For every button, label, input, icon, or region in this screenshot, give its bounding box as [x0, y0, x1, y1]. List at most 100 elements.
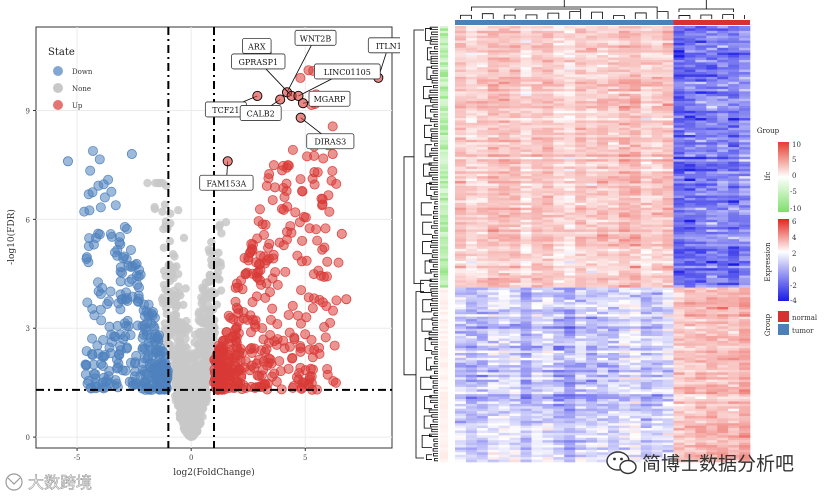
heatmap-cell	[487, 67, 500, 70]
heatmap-cell	[640, 33, 652, 36]
heatmap-cell	[509, 188, 521, 192]
heatmap-cell	[455, 91, 467, 95]
lfc-strip-cell	[440, 93, 448, 97]
heatmap-cell	[651, 30, 663, 34]
heatmap-cell	[586, 222, 598, 225]
lfc-strip-cell	[440, 411, 448, 414]
heatmap-cell	[717, 55, 729, 58]
heatmap-cell	[575, 297, 587, 301]
heatmap-cell	[695, 151, 707, 155]
heatmap-cell	[597, 130, 609, 133]
heatmap-cell	[476, 268, 489, 271]
heatmap-cell	[640, 81, 652, 85]
lfc-strip-cell	[440, 319, 448, 322]
heatmap-cell	[575, 202, 587, 206]
heatmap-cell	[553, 156, 565, 160]
heatmap-cell	[651, 105, 663, 109]
heatmap-cell	[465, 176, 478, 179]
point-up	[237, 348, 248, 359]
heatmap-cell	[487, 144, 500, 148]
heatmap-cell	[597, 35, 609, 39]
heatmap-cell	[542, 72, 554, 75]
heatmap-cell	[487, 227, 500, 230]
heatmap-cell	[455, 96, 467, 99]
heatmap-cell	[575, 91, 587, 95]
heatmap-cell	[575, 282, 587, 286]
heatmap-cell	[520, 248, 532, 252]
heatmap-cell	[662, 115, 674, 119]
heatmap-cell	[509, 144, 521, 148]
heatmap-cell	[684, 127, 696, 131]
heatmap-cell	[575, 246, 587, 250]
heatmap-cell	[520, 205, 532, 208]
heatmap-cell	[651, 74, 663, 78]
heatmap-cell	[739, 200, 751, 204]
heatmap-cell	[695, 137, 707, 141]
heatmap-cell	[739, 57, 751, 61]
heatmap-cell	[520, 231, 532, 235]
heatmap-cell	[476, 57, 489, 61]
heatmap-cell	[706, 98, 718, 102]
gene-label-text: TCF21	[212, 106, 239, 115]
heatmap-cell	[629, 137, 642, 141]
heatmap-cell	[607, 67, 620, 70]
heatmap-cell	[465, 251, 478, 254]
heatmap-cell	[673, 154, 685, 158]
heatmap-cell	[673, 224, 685, 228]
lfc-strip-cell	[440, 115, 448, 119]
heatmap-cell	[706, 224, 718, 228]
heatmap-cell	[695, 239, 707, 242]
heatmap-cell	[717, 135, 729, 138]
heatmap-cell	[487, 130, 500, 133]
heatmap-cell	[695, 45, 707, 49]
heatmap-cell	[586, 197, 598, 201]
heatmap-cell	[651, 166, 663, 170]
heatmap-cell	[597, 67, 609, 70]
heatmap-cell	[673, 88, 685, 92]
heatmap-cell	[465, 108, 478, 112]
heatmap-cell	[509, 74, 521, 78]
heatmap-cell	[564, 164, 576, 167]
heatmap-cell	[487, 244, 500, 247]
heatmap-cell	[618, 200, 631, 204]
heatmap-cell	[695, 217, 707, 221]
heatmap-cell	[662, 236, 674, 240]
heatmap-cell	[553, 105, 565, 109]
heatmap-cell	[607, 297, 620, 301]
heatmap-cell	[706, 164, 718, 167]
heatmap-cell	[586, 35, 598, 39]
heatmap-cell	[739, 183, 751, 187]
heatmap-cell	[575, 55, 587, 58]
heatmap-cell	[651, 200, 663, 204]
heatmap-cell	[520, 241, 532, 245]
heatmap-cell	[651, 110, 663, 114]
heatmap-cell	[531, 273, 543, 276]
heatmap-cell	[629, 210, 642, 213]
heatmap-cell	[553, 224, 565, 228]
heatmap-cell	[739, 241, 751, 245]
lfc-strip-cell	[440, 362, 448, 366]
heatmap-cell	[575, 101, 587, 104]
heatmap-cell	[575, 285, 587, 288]
point-down	[115, 276, 126, 287]
heatmap-cell	[564, 86, 576, 90]
heatmap-cell	[597, 229, 609, 233]
heatmap-cell	[476, 55, 489, 58]
heatmap-cell	[455, 297, 467, 301]
heatmap-cell	[629, 253, 642, 257]
heatmap-cell	[586, 72, 598, 75]
heatmap-cell	[728, 234, 740, 238]
heatmap-cell	[662, 98, 674, 102]
heatmap-cell	[717, 161, 729, 165]
point-down	[131, 270, 142, 281]
heatmap-cell	[509, 222, 521, 225]
heatmap-cell	[651, 224, 663, 228]
heatmap-cell	[695, 200, 707, 204]
heatmap-cell	[640, 122, 652, 126]
heatmap-cell	[509, 229, 521, 233]
heatmap-cell	[695, 280, 707, 284]
point-up	[284, 327, 295, 338]
heatmap-cell	[498, 287, 510, 291]
heatmap-cell	[607, 258, 620, 262]
heatmap-cell	[575, 214, 587, 218]
